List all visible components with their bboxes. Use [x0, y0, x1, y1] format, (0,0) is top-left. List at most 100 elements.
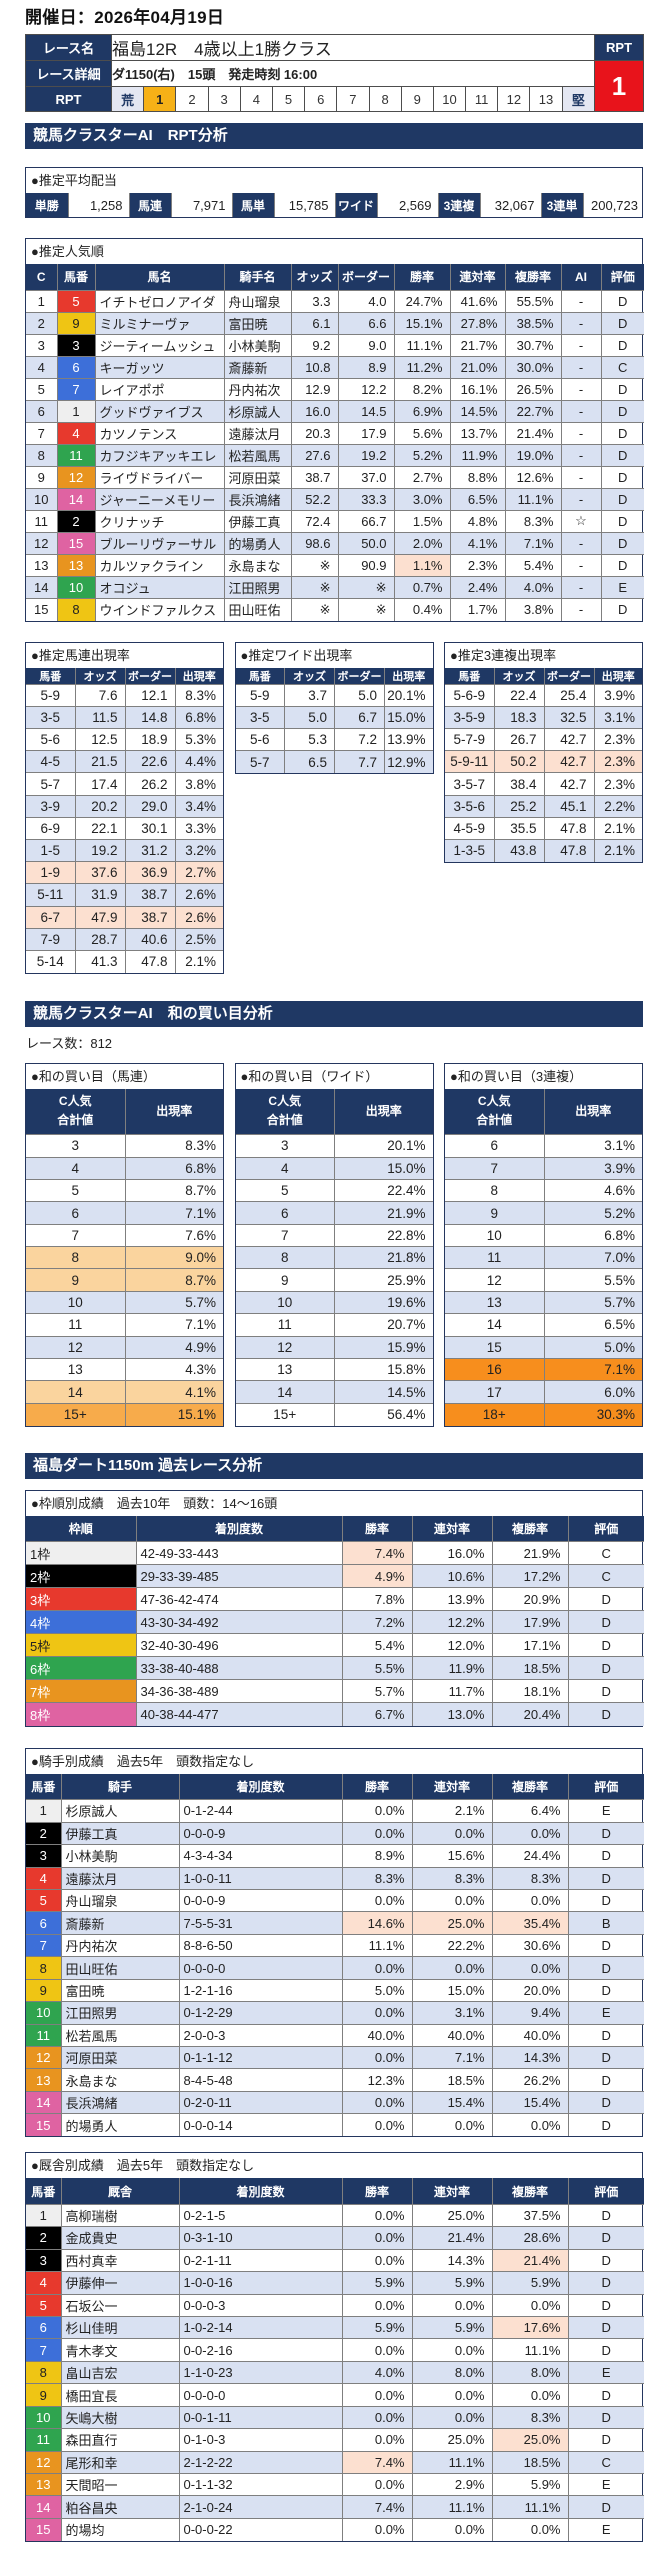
table-row: 8 田山旺佑 0-0-0-0 0.0% 0.0% 0.0% D	[26, 1956, 644, 1980]
cell: 35.4%	[491, 1911, 569, 1935]
table-row: 2 9 ミルミナーヴァ 富田暁 6.1 6.6 15.1% 27.8% 38.5% - D	[26, 311, 644, 335]
table-row: 8 9.0%	[26, 1246, 223, 1270]
cell: 14.3%	[411, 2248, 493, 2273]
frame-number-cell: 1	[26, 1799, 62, 1823]
cell: 2.1%	[593, 839, 642, 862]
cell: 11.1%	[341, 1933, 413, 1958]
cell: 22.8%	[334, 1223, 433, 1248]
table-row: 1-9 37.6 36.9 2.7%	[26, 861, 223, 885]
column-header: 馬番	[235, 667, 285, 685]
cell: 10	[235, 1290, 335, 1315]
frame-number-cell: 14	[26, 2495, 62, 2519]
rpt-scale-cell-3[interactable]: 3	[207, 86, 241, 112]
rpt-scale-cell-荒[interactable]: 荒	[110, 86, 145, 112]
rpt-scale-cell-2[interactable]: 2	[175, 86, 209, 112]
cell: 3-9	[26, 794, 76, 818]
rpt-scale-cell-7[interactable]: 7	[336, 86, 370, 112]
cell: 9.4%	[491, 2001, 569, 2025]
cell: 丹内祐次	[223, 377, 292, 401]
cell: 0.0%	[411, 2293, 493, 2317]
cell: 38.7	[290, 465, 339, 489]
table-row: 8 21.8%	[235, 1246, 433, 1270]
cell: D	[567, 2203, 644, 2228]
cell: -	[560, 598, 602, 621]
cell: 3	[26, 1134, 126, 1158]
cell: 5.9%	[341, 2271, 413, 2295]
cell: D	[600, 443, 644, 467]
race-detail: ダ1150(右) 15頭 発走時刻 16:00	[110, 60, 596, 87]
rpt-scale-cell-5[interactable]: 5	[271, 86, 306, 112]
column-header: 連対率	[449, 264, 506, 291]
table-row: 9 12 ライヴドライバー 河原田菜 38.7 37.0 2.7% 8.8% 12.6% - D	[26, 465, 644, 489]
cell: 小林美駒	[60, 1844, 180, 1868]
table-row: 2枠 29-33-39-485 4.9% 10.6% 17.2% C	[26, 1564, 644, 1589]
cell: 21.4%	[491, 2248, 569, 2273]
cell: 6.4%	[491, 1799, 569, 1823]
cell: 56.4%	[334, 1402, 433, 1426]
cell: 18.1%	[491, 1679, 569, 1704]
rpt-scale-cell-6[interactable]: 6	[304, 86, 338, 112]
payout-value: 32,067	[479, 193, 542, 217]
sum-quinella-label: ●和の買い目（馬連）	[31, 1068, 156, 1084]
cell: 33-38-40-488	[135, 1656, 343, 1681]
column-header: 出現率	[124, 1088, 223, 1136]
table-row: 5-9-11 50.2 42.7 2.3%	[445, 750, 642, 774]
cell: D	[567, 1656, 644, 1681]
rpt-scale-cell-12[interactable]: 12	[497, 86, 531, 112]
cell: ☆	[560, 509, 602, 534]
cell: 19.2	[74, 839, 126, 863]
rpt-scale-cell-9[interactable]: 9	[400, 86, 434, 112]
cell: 1-0-2-14	[178, 2315, 343, 2340]
rpt-scale-cell-13[interactable]: 13	[529, 86, 563, 112]
table-row: 4枠 43-30-34-492 7.2% 12.2% 17.9% D	[26, 1610, 644, 1635]
frame-number-cell: 5	[26, 1888, 62, 1913]
table-row: 3 20.1%	[235, 1134, 433, 1158]
cell: 0-0-1-11	[178, 2405, 343, 2430]
cell: 3.3%	[174, 816, 223, 841]
table-row: 3 8.3%	[26, 1134, 223, 1158]
cell: 14.6%	[341, 1911, 413, 1935]
cell: 7	[26, 1223, 126, 1248]
cell: 72.4	[290, 509, 339, 534]
cell: 江田照男	[223, 576, 292, 600]
table-row: 11 20.7%	[235, 1313, 433, 1337]
cell: 34-36-38-489	[135, 1679, 343, 1704]
cell: 5.2%	[543, 1201, 642, 1225]
cell: 0.0%	[341, 2090, 413, 2115]
table-row: 16 7.1%	[445, 1358, 642, 1382]
cell: 15.4%	[491, 2090, 569, 2115]
cell: 粕谷昌央	[60, 2495, 180, 2519]
cell: 7.7	[334, 750, 385, 773]
column-header: C人気 合計値	[26, 1088, 126, 1136]
rpt-scale-cell-1[interactable]: 1	[143, 86, 177, 112]
rpt-scale-cell-堅[interactable]: 堅	[561, 86, 596, 112]
cell: 6.6	[337, 311, 395, 335]
frame-number-cell: 11	[56, 443, 96, 467]
column-header: 複勝率	[491, 2178, 569, 2205]
table-row: 13 4.3%	[26, 1358, 223, 1382]
table-row: 14 10 オコジュ 江田照男 ※ ※ 0.7% 2.4% 4.0% - E	[26, 576, 644, 600]
header-row: 馬番 厩舎 着別度数 勝率 連対率 複勝率 評価	[26, 2178, 644, 2205]
cell: 66.7	[337, 509, 395, 534]
cell: 11	[445, 1246, 545, 1270]
cell: 4.3%	[124, 1358, 223, 1382]
cell: 2.3%	[449, 554, 506, 578]
rpt-scale-cell-8[interactable]: 8	[368, 86, 402, 112]
cell: D	[600, 421, 644, 445]
rpt-scale-cell-11[interactable]: 11	[465, 86, 499, 112]
column-header: 連対率	[411, 2178, 493, 2205]
cell: E	[567, 2360, 644, 2385]
cell: 12	[445, 1268, 545, 1292]
cell: D	[600, 311, 644, 335]
rpt-scale-cell-4[interactable]: 4	[239, 86, 273, 112]
rpt-scale-cell-10[interactable]: 10	[432, 86, 467, 112]
cell: D	[567, 1587, 644, 1612]
table-row: 11 松若風馬 2-0-0-3 40.0% 40.0% 40.0% D	[26, 2023, 644, 2048]
frame-number-cell: 15	[26, 2517, 62, 2541]
cell: D	[600, 333, 644, 357]
frame-number-cell: 5	[56, 289, 96, 313]
cell: 9.2	[290, 333, 339, 357]
payout-label: ●推定平均配当	[31, 173, 117, 188]
cell: 7.4%	[341, 1541, 413, 1566]
cell: 24.4%	[491, 1844, 569, 1868]
